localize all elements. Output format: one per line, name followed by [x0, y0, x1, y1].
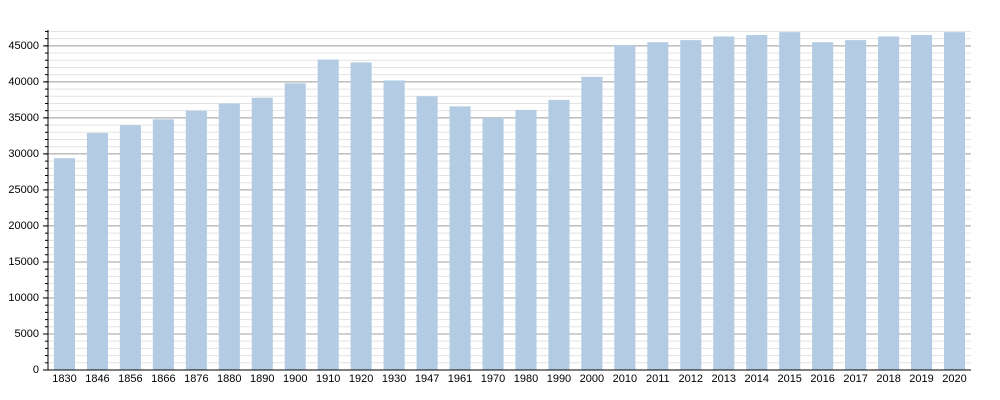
x-tick-label: 1890 — [250, 373, 274, 385]
bar — [218, 103, 240, 370]
bar — [251, 97, 273, 371]
x-tick-label: 2019 — [909, 373, 933, 385]
y-tick-label: 35000 — [8, 112, 39, 124]
x-tick-label: 2010 — [613, 373, 637, 385]
y-tick-label: 5000 — [15, 328, 39, 340]
bar — [647, 42, 669, 371]
bar — [152, 119, 174, 370]
x-tick-label: 2018 — [876, 373, 900, 385]
x-tick-label: 1961 — [448, 373, 472, 385]
y-tick-label: 15000 — [8, 256, 39, 268]
y-tick-label: 20000 — [8, 220, 39, 232]
bar — [482, 117, 504, 371]
bar — [449, 106, 471, 371]
x-tick-label: 1930 — [382, 373, 406, 385]
x-tick-label: 2014 — [744, 373, 768, 385]
x-tick-label: 1846 — [85, 373, 109, 385]
x-tick-label: 1830 — [52, 373, 76, 385]
x-tick-label: 2017 — [843, 373, 867, 385]
bar — [53, 158, 76, 370]
x-tick-label: 1970 — [481, 373, 505, 385]
y-tick-label: 10000 — [8, 292, 39, 304]
x-tick-label: 2013 — [712, 373, 736, 385]
x-tick-label: 2020 — [942, 373, 966, 385]
bar — [911, 35, 933, 371]
x-tick-label: 1880 — [217, 373, 241, 385]
bar — [548, 99, 570, 371]
x-tick-label: 2000 — [580, 373, 604, 385]
x-tick-label: 2015 — [777, 373, 801, 385]
y-tick-label: 45000 — [8, 40, 39, 52]
bar — [943, 32, 966, 371]
y-tick-label: 30000 — [8, 148, 39, 160]
bar — [284, 83, 306, 370]
bar — [515, 109, 537, 370]
bar — [185, 110, 207, 370]
y-tick-label: 40000 — [8, 76, 39, 88]
x-tick-label: 1876 — [184, 373, 208, 385]
bar — [845, 40, 867, 370]
x-tick-label: 1910 — [316, 373, 340, 385]
y-tick-label: 25000 — [8, 184, 39, 196]
bar — [713, 36, 735, 370]
x-tick-label: 1980 — [514, 373, 538, 385]
bar — [812, 42, 834, 371]
bar — [350, 62, 372, 370]
bar — [878, 36, 900, 370]
y-tick-label: 0 — [33, 364, 39, 376]
bar — [416, 96, 438, 371]
x-tick-label: 1856 — [118, 373, 142, 385]
bar — [581, 76, 603, 371]
x-tick-label: 1920 — [349, 373, 373, 385]
bar — [383, 80, 405, 370]
bar — [317, 59, 339, 370]
bar — [779, 32, 801, 371]
bar — [614, 45, 636, 371]
bar — [86, 133, 108, 370]
x-tick-label: 2011 — [646, 373, 670, 385]
x-tick-label: 1900 — [283, 373, 307, 385]
x-tick-label: 2016 — [810, 373, 834, 385]
bar — [680, 40, 702, 370]
bar — [119, 125, 141, 370]
x-tick-label: 1866 — [151, 373, 175, 385]
bar — [746, 35, 768, 371]
x-tick-label: 1990 — [547, 373, 571, 385]
x-tick-label: 1947 — [415, 373, 439, 385]
x-tick-label: 2012 — [679, 373, 703, 385]
